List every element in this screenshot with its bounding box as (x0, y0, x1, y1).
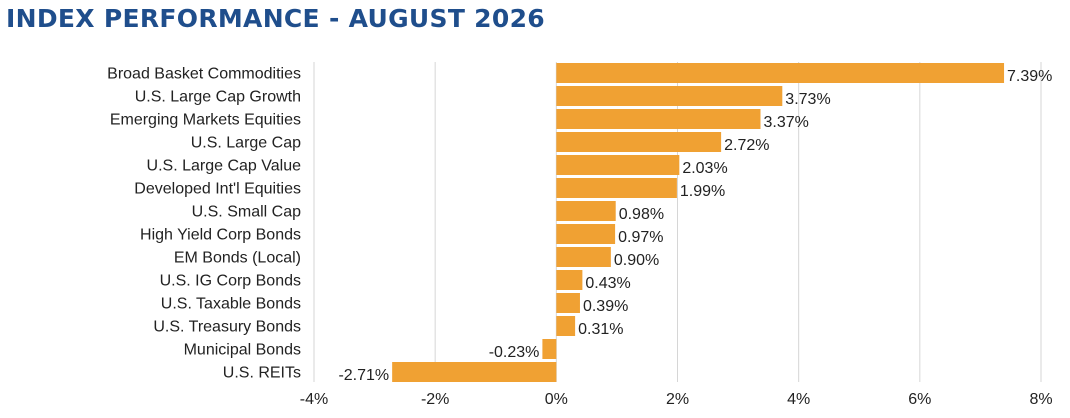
category-label: U.S. Large Cap Growth (135, 89, 301, 106)
value-label: 0.97% (618, 229, 663, 246)
x-axis-tick-labels: -4% -2% 0% 2% 4% 6% 8% (300, 391, 1053, 408)
value-label: 0.39% (583, 298, 628, 315)
chart-title: INDEX PERFORMANCE - AUGUST 2026 (6, 4, 545, 33)
bar (556, 201, 616, 221)
bar (556, 109, 761, 129)
bar (556, 86, 783, 106)
value-label: -2.71% (338, 367, 389, 384)
x-tick-label: -2% (421, 391, 449, 408)
category-label: U.S. IG Corp Bonds (160, 273, 301, 290)
bar (556, 247, 611, 267)
bar (556, 155, 680, 175)
category-label: U.S. Large Cap Value (147, 158, 302, 175)
value-label: 0.31% (578, 321, 623, 338)
value-label: 0.98% (619, 206, 664, 223)
category-label: U.S. Small Cap (192, 204, 301, 221)
x-tick-label: 8% (1029, 391, 1052, 408)
category-label: High Yield Corp Bonds (140, 227, 301, 244)
value-label: -0.23% (489, 344, 540, 361)
bar (556, 178, 677, 198)
bar (556, 270, 583, 290)
category-label: Emerging Markets Equities (110, 112, 301, 129)
bar (392, 362, 557, 382)
value-label: 0.90% (614, 252, 659, 269)
value-label: 3.37% (763, 114, 808, 131)
bar (556, 132, 722, 152)
value-label: 3.73% (785, 91, 830, 108)
value-label: 2.03% (682, 160, 727, 177)
category-label: U.S. REITs (223, 365, 301, 382)
category-label: EM Bonds (Local) (174, 250, 301, 267)
x-tick-label: 4% (787, 391, 810, 408)
category-label: U.S. Taxable Bonds (161, 296, 301, 313)
x-tick-label: 0% (545, 391, 568, 408)
category-label: U.S. Treasury Bonds (153, 319, 301, 336)
value-label: 7.39% (1007, 68, 1052, 85)
x-tick-label: 2% (666, 391, 689, 408)
bar (556, 316, 576, 336)
bars (392, 63, 1005, 382)
bar (556, 293, 580, 313)
bar (556, 63, 1005, 83)
category-label: Broad Basket Commodities (107, 66, 301, 83)
x-tick-label: -4% (300, 391, 328, 408)
category-label: U.S. Large Cap (191, 135, 301, 152)
category-label: Developed Int'l Equities (134, 181, 301, 198)
value-labels: 7.39% 3.73% 3.37% 2.72% 2.03% 1.99% 0.98% 0.97%… (338, 68, 1052, 384)
value-label: 0.43% (585, 275, 630, 292)
bar (542, 339, 557, 359)
bar (556, 224, 616, 244)
category-labels: Broad Basket Commodities U.S. Large Cap G… (107, 66, 301, 382)
x-tick-label: 6% (908, 391, 931, 408)
value-label: 2.72% (724, 137, 769, 154)
category-label: Municipal Bonds (184, 342, 301, 359)
value-label: 1.99% (680, 183, 725, 200)
